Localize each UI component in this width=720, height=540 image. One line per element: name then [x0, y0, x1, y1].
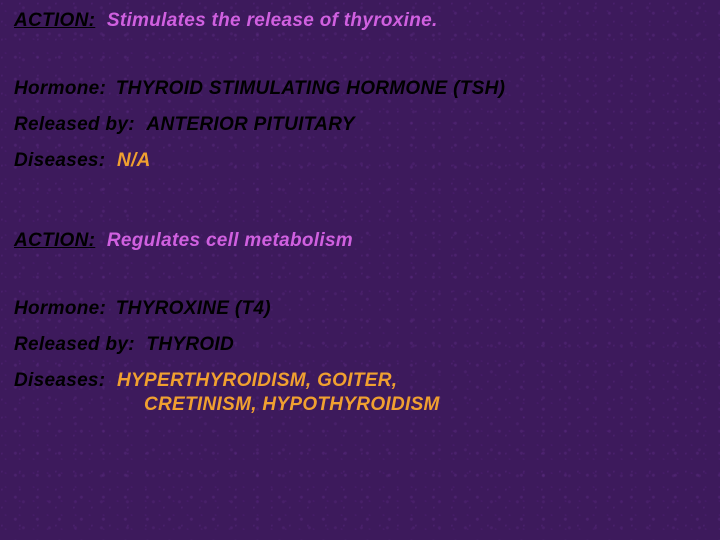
slide-content: ACTION: Stimulates the release of thyrox… [14, 10, 706, 416]
diseases-value-line1: HYPERTHYROIDISM, GOITER, [117, 370, 397, 391]
released-by-value: ANTERIOR PITUITARY [146, 114, 354, 135]
released-by-label: Released by: [14, 334, 135, 355]
hormone-value: THYROXINE (T4) [116, 298, 271, 319]
released-by-value: THYROID [146, 334, 234, 355]
action-label: ACTION: [14, 10, 95, 31]
released-by-line: Released by: ANTERIOR PITUITARY [14, 114, 706, 136]
action-value: Regulates cell metabolism [107, 230, 353, 251]
diseases-value: N/A [117, 150, 151, 171]
released-by-label: Released by: [14, 114, 135, 135]
action-line: ACTION: Stimulates the release of thyrox… [14, 10, 706, 32]
diseases-line: Diseases: N/A [14, 150, 706, 172]
action-label: ACTION: [14, 230, 95, 251]
action-line: ACTION: Regulates cell metabolism [14, 230, 706, 252]
diseases-label: Diseases: [14, 370, 105, 391]
hormone-line: Hormone: THYROID STIMULATING HORMONE (TS… [14, 78, 706, 100]
hormone-label: Hormone: [14, 78, 106, 99]
diseases-value-line2: CRETINISM, HYPOTHYROIDISM [144, 394, 440, 415]
diseases-label: Diseases: [14, 150, 105, 171]
diseases-line: Diseases: HYPERTHYROIDISM, GOITER, [14, 370, 706, 392]
released-by-line: Released by: THYROID [14, 334, 706, 356]
hormone-value: THYROID STIMULATING HORMONE (TSH) [116, 78, 506, 99]
diseases-line-2: CRETINISM, HYPOTHYROIDISM [14, 394, 706, 416]
hormone-label: Hormone: [14, 298, 106, 319]
hormone-line: Hormone: THYROXINE (T4) [14, 298, 706, 320]
action-value: Stimulates the release of thyroxine. [107, 10, 438, 31]
